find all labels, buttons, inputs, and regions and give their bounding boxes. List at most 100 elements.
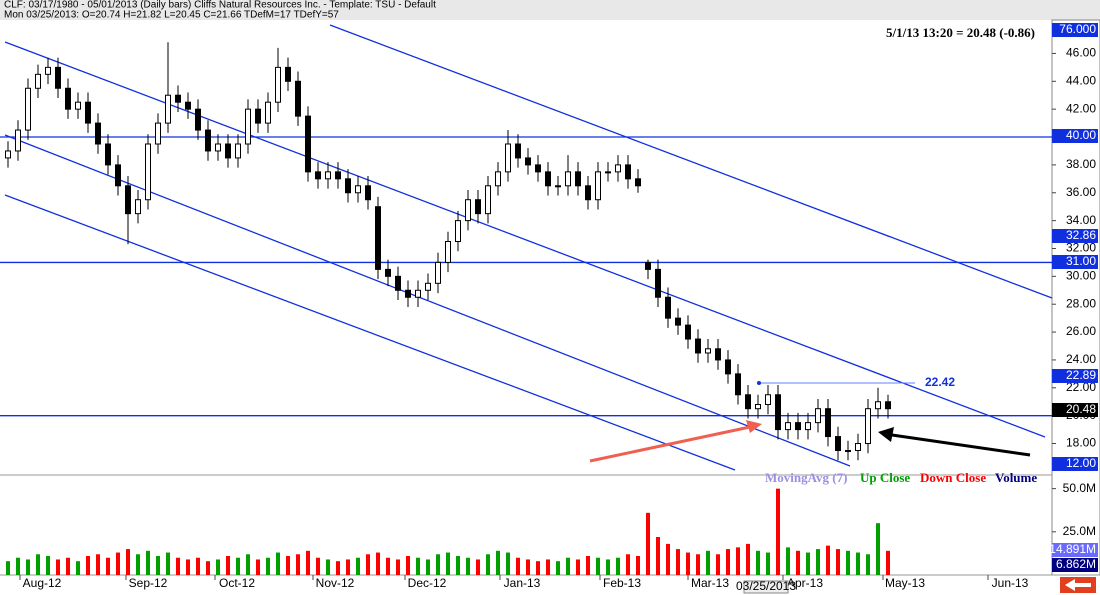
volume-bar xyxy=(96,554,100,575)
volume-bar xyxy=(536,561,540,575)
y2-tick-label: 50.0M xyxy=(1063,481,1096,495)
volume-bar xyxy=(316,557,320,575)
volume-bar xyxy=(476,559,480,575)
volume-bar xyxy=(256,559,260,575)
candle-body xyxy=(785,422,791,431)
header-bar xyxy=(0,0,1100,20)
volume-bar xyxy=(586,556,590,575)
candle-body xyxy=(815,408,821,424)
volume-bar xyxy=(116,552,120,575)
y-tick-label: 34.00 xyxy=(1066,213,1096,227)
candle-body xyxy=(95,122,101,145)
y2-tick-label: 25.0M xyxy=(1063,524,1096,538)
volume-bar xyxy=(296,554,300,575)
volume-bar xyxy=(826,545,830,575)
candle-body xyxy=(855,443,861,451)
candle-body xyxy=(415,289,421,298)
volume-marker-box xyxy=(1052,543,1098,557)
candle-body xyxy=(35,73,41,89)
volume-bar xyxy=(86,556,90,575)
channel-line xyxy=(4,41,1046,438)
volume-bar xyxy=(226,556,230,575)
candle-body xyxy=(475,199,481,215)
volume-bar xyxy=(286,556,290,575)
candle-body xyxy=(235,143,241,159)
candle-body xyxy=(55,66,61,89)
volume-bar xyxy=(216,559,220,575)
volume-bar xyxy=(786,547,790,575)
candle-body xyxy=(365,185,371,201)
volume-bar xyxy=(156,556,160,575)
date-tag: 03/25/2013 xyxy=(736,579,796,593)
candle-body xyxy=(825,408,831,438)
volume-bar xyxy=(36,554,40,575)
volume-bar xyxy=(446,552,450,575)
candle-body xyxy=(105,143,111,166)
red-arrow xyxy=(589,425,751,463)
candle-body xyxy=(425,282,431,291)
volume-bar xyxy=(66,557,70,575)
candle-body xyxy=(495,171,501,187)
candle-body xyxy=(285,66,291,82)
x-tick-label: Oct-12 xyxy=(219,576,255,590)
y-tick-label: 44.00 xyxy=(1066,73,1096,87)
volume-bar xyxy=(736,547,740,575)
price-marker: 40.00 xyxy=(1066,128,1096,142)
legend-entry: Up Close xyxy=(860,470,910,485)
volume-bar xyxy=(426,559,430,575)
candle-body xyxy=(405,289,411,298)
x-tick-label: Dec-12 xyxy=(408,576,447,590)
candle-body xyxy=(625,164,631,180)
candle-body xyxy=(835,436,841,451)
candle-body xyxy=(695,338,701,354)
price-marker: 22.89 xyxy=(1066,368,1096,382)
x-tick-label: Jun-13 xyxy=(992,576,1029,590)
candle-body xyxy=(355,185,361,194)
x-tick-label: Jan-13 xyxy=(504,576,541,590)
volume-bar xyxy=(56,559,60,575)
volume-bar xyxy=(796,550,800,575)
candle-body xyxy=(595,171,601,201)
channel-line xyxy=(4,134,851,467)
candle-body xyxy=(765,394,771,406)
volume-bar xyxy=(46,556,50,575)
candle-body xyxy=(565,171,571,187)
y-tick-label: 22.00 xyxy=(1066,380,1096,394)
candle-body xyxy=(485,185,491,215)
price-marker-box xyxy=(1052,255,1098,269)
price-marker: 12.00 xyxy=(1066,456,1096,470)
candle-body xyxy=(5,150,11,159)
volume-bar xyxy=(526,559,530,575)
x-tick-label: Feb-13 xyxy=(603,576,641,590)
black-arrow xyxy=(891,433,1031,457)
volume-bar xyxy=(636,556,640,575)
candle-body xyxy=(665,296,671,319)
candle-body xyxy=(85,101,91,124)
volume-marker: 14.891M xyxy=(1049,542,1096,556)
volume-bar xyxy=(696,554,700,575)
candle-body xyxy=(795,422,801,431)
volume-bar xyxy=(16,557,20,575)
volume-bar xyxy=(606,559,610,575)
candle-body xyxy=(705,348,711,354)
volume-bar xyxy=(616,557,620,575)
y-tick-label: 36.00 xyxy=(1066,185,1096,199)
candle-body xyxy=(195,108,201,131)
volume-bar xyxy=(76,561,80,575)
candle-body xyxy=(755,404,761,410)
volume-bar xyxy=(866,554,870,575)
quote: 5/1/13 13:20 = 20.48 (-0.86) xyxy=(886,25,1035,40)
candle-body xyxy=(885,401,891,410)
price-marker: 31.00 xyxy=(1066,254,1096,268)
candle-body xyxy=(465,199,471,222)
candle-body xyxy=(775,394,781,431)
candle-body xyxy=(645,261,651,270)
candle-body xyxy=(205,129,211,152)
candle-body xyxy=(555,185,561,188)
candle-body xyxy=(505,143,511,173)
volume-bar xyxy=(676,549,680,575)
volume-bar xyxy=(196,557,200,575)
red-arrow-head xyxy=(746,420,762,433)
y-tick-label: 32.00 xyxy=(1066,241,1096,255)
y-tick-label: 24.00 xyxy=(1066,352,1096,366)
